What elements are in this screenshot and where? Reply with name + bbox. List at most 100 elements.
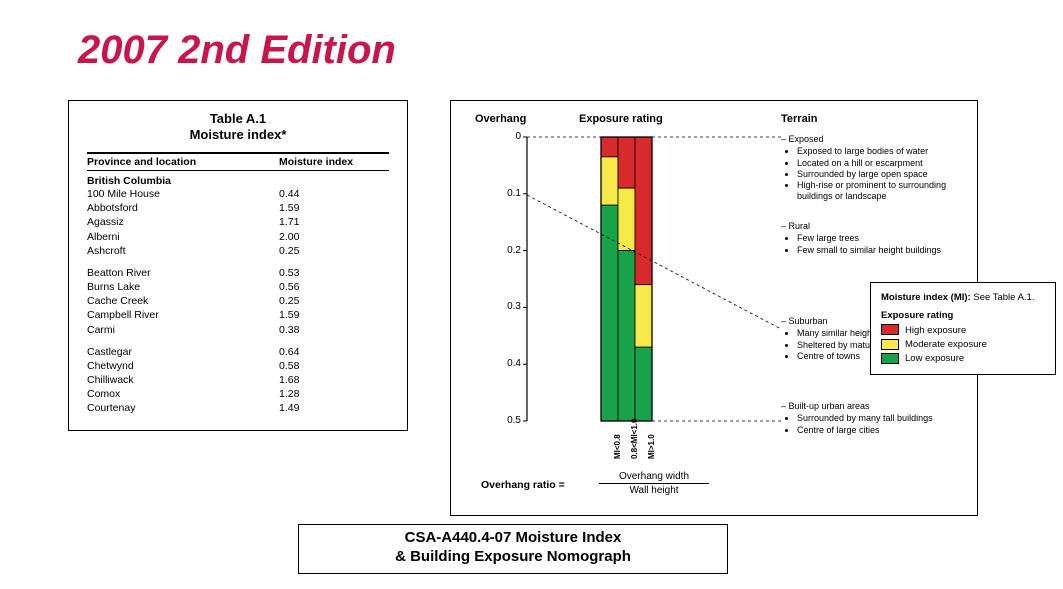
axis-tick-label: 0.5 (493, 415, 521, 426)
col-header-mi: Moisture index (279, 156, 389, 168)
cell-mi: 0.58 (279, 359, 389, 373)
terrain-title: – Built-up urban areas (781, 401, 971, 412)
cell-mi: 1.28 (279, 387, 389, 401)
cell-location: Ashcroft (87, 244, 279, 258)
terrain-item: Located on a hill or escarpment (797, 158, 971, 169)
caption-box: CSA-A440.4-07 Moisture Index & Building … (298, 524, 728, 574)
table-row: Beatton River0.53 (87, 266, 389, 280)
terrain-list: Exposed to large bodies of waterLocated … (781, 146, 971, 202)
table-row: Ashcroft0.25 (87, 244, 389, 258)
table-header-row: Province and location Moisture index (87, 152, 389, 171)
terrain-block: – RuralFew large treesFew small to simil… (781, 221, 971, 256)
cell-location: 100 Mile House (87, 187, 279, 201)
cell-mi: 0.64 (279, 345, 389, 359)
table-title: Table A.1 (87, 111, 389, 126)
cell-location: Cache Creek (87, 294, 279, 308)
axis-tick-label: 0 (493, 131, 521, 142)
table-body: 100 Mile House0.44Abbotsford1.59Agassiz1… (87, 187, 389, 416)
table-row: Chetwynd0.58 (87, 359, 389, 373)
formula-bottom: Wall height (599, 484, 709, 496)
legend-swatch (881, 353, 899, 364)
cell-mi: 0.56 (279, 280, 389, 294)
terrain-item: Few large trees (797, 233, 971, 244)
terrain-list: Few large treesFew small to similar heig… (781, 233, 971, 256)
table-subtitle: Moisture index* (87, 127, 389, 142)
legend-mi-ref: See Table A.1. (971, 292, 1035, 303)
terrain-title: – Rural (781, 221, 971, 232)
bar-column-label: 0.8<MI<1.0 (630, 419, 639, 459)
cell-mi: 1.68 (279, 373, 389, 387)
terrain-item: Centre of large cities (797, 425, 971, 436)
table-row: Carmi0.38 (87, 323, 389, 337)
table-row: 100 Mile House0.44 (87, 187, 389, 201)
cell-location: Castlegar (87, 345, 279, 359)
table-row: Alberni2.00 (87, 230, 389, 244)
cell-location: Comox (87, 387, 279, 401)
terrain-list: Surrounded by many tall buildingsCentre … (781, 413, 971, 436)
table-row: Courtenay1.49 (87, 401, 389, 415)
col-header-location: Province and location (87, 156, 279, 168)
terrain-item: Exposed to large bodies of water (797, 146, 971, 157)
table-row: Abbotsford1.59 (87, 201, 389, 215)
cell-location: Carmi (87, 323, 279, 337)
formula-label: Overhang ratio = (481, 479, 565, 491)
cell-mi: 1.49 (279, 401, 389, 415)
legend-swatch (881, 324, 899, 335)
terrain-item: Surrounded by many tall buildings (797, 413, 971, 424)
legend-box: Moisture index (MI): See Table A.1. Expo… (870, 282, 1056, 375)
terrain-title: – Exposed (781, 134, 971, 145)
axis-tick-label: 0.1 (493, 188, 521, 199)
axis-tick-label: 0.4 (493, 358, 521, 369)
legend-label: Low exposure (905, 353, 964, 364)
formula-top: Overhang width (599, 471, 709, 484)
cell-mi: 2.00 (279, 230, 389, 244)
terrain-item: Few small to similar height buildings (797, 245, 971, 256)
cell-mi: 0.38 (279, 323, 389, 337)
cell-location: Abbotsford (87, 201, 279, 215)
cell-location: Burns Lake (87, 280, 279, 294)
cell-location: Chilliwack (87, 373, 279, 387)
legend-mi: Moisture index (MI): See Table A.1. (881, 291, 1045, 305)
legend-item: High exposure (881, 324, 1045, 338)
cell-location: Alberni (87, 230, 279, 244)
legend-mi-label: Moisture index (MI): (881, 292, 971, 303)
legend-swatch (881, 339, 899, 350)
cell-location: Chetwynd (87, 359, 279, 373)
table-row: Cache Creek0.25 (87, 294, 389, 308)
cell-mi: 1.59 (279, 201, 389, 215)
cell-mi: 0.25 (279, 294, 389, 308)
cell-location: Agassiz (87, 215, 279, 229)
legend-label: Moderate exposure (905, 339, 987, 350)
cell-mi: 1.71 (279, 215, 389, 229)
axis-tick-label: 0.3 (493, 301, 521, 312)
table-row: Castlegar0.64 (87, 345, 389, 359)
moisture-index-table: Table A.1 Moisture index* Province and l… (68, 100, 408, 431)
caption-line2: & Building Exposure Nomograph (307, 548, 719, 567)
table-row: Chilliwack1.68 (87, 373, 389, 387)
formula-fraction: Overhang width Wall height (599, 471, 709, 496)
cell-location: Beatton River (87, 266, 279, 280)
region-heading: British Columbia (87, 175, 389, 187)
table-row: Campbell River1.59 (87, 308, 389, 322)
bar-column-label: MI>1.0 (647, 434, 656, 459)
cell-mi: 0.44 (279, 187, 389, 201)
cell-location: Courtenay (87, 401, 279, 415)
cell-mi: 1.59 (279, 308, 389, 322)
legend-item: Moderate exposure (881, 338, 1045, 352)
legend-label: High exposure (905, 325, 966, 336)
bar-column-label: MI<0.8 (613, 434, 622, 459)
legend-item: Low exposure (881, 352, 1045, 366)
caption-line1: CSA-A440.4-07 Moisture Index (307, 529, 719, 548)
cell-mi: 0.53 (279, 266, 389, 280)
page-title: 2007 2nd Edition (78, 28, 396, 73)
legend-rating-label: Exposure rating (881, 309, 1045, 323)
cell-location: Campbell River (87, 308, 279, 322)
cell-mi: 0.25 (279, 244, 389, 258)
terrain-item: High-rise or prominent to surrounding bu… (797, 180, 971, 203)
table-row: Burns Lake0.56 (87, 280, 389, 294)
axis-tick-label: 0.2 (493, 245, 521, 256)
terrain-block: – ExposedExposed to large bodies of wate… (781, 134, 971, 203)
table-row: Comox1.28 (87, 387, 389, 401)
table-row: Agassiz1.71 (87, 215, 389, 229)
terrain-block: – Built-up urban areasSurrounded by many… (781, 401, 971, 436)
